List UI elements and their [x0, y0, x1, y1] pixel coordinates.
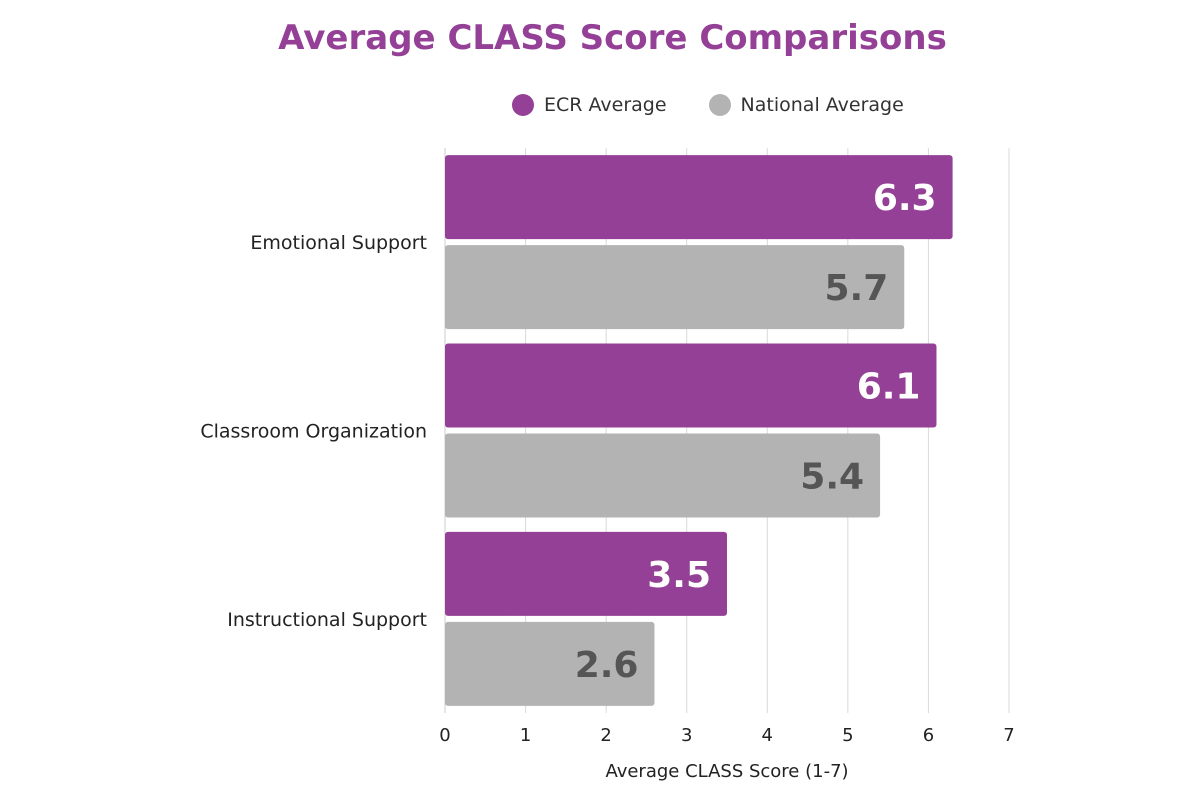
bar-ecr [445, 531, 727, 616]
data-label: 6.3 [873, 178, 937, 219]
x-tick-label: 4 [762, 725, 773, 746]
bar-national [445, 433, 881, 518]
data-label: 2.6 [575, 645, 639, 686]
chart-title: Average CLASS Score Comparisons [278, 18, 947, 58]
bar-national [445, 245, 905, 330]
bar-ecr [445, 155, 953, 240]
x-tick-label: 1 [520, 725, 531, 746]
legend-label-national: National Average [740, 94, 904, 116]
x-tick-label: 0 [439, 725, 450, 746]
x-tick-label: 3 [681, 725, 692, 746]
x-tick-label: 2 [600, 725, 611, 746]
data-label: 3.5 [647, 555, 711, 596]
data-label: 6.1 [857, 367, 921, 408]
legend-item-ecr: ECR Average [512, 94, 667, 116]
bar-ecr [445, 343, 937, 428]
grid-layer [444, 148, 1010, 713]
data-label: 5.4 [800, 457, 864, 498]
legend: ECR Average National Average [512, 94, 946, 116]
category-label: Instructional Support [227, 609, 427, 631]
bar-layer [445, 155, 953, 706]
label-layer: 0 1 2 3 4 5 6 7 Emotional Support 6.3 5.7 Classroom… [200, 178, 1014, 746]
x-tick-label: 6 [923, 725, 934, 746]
category-label: Classroom Organization [200, 421, 427, 443]
data-label: 5.7 [824, 268, 888, 309]
legend-swatch-ecr [512, 94, 534, 116]
x-tick-label: 5 [842, 725, 853, 746]
category-label: Emotional Support [250, 232, 427, 254]
legend-label-ecr: ECR Average [544, 94, 667, 116]
legend-item-national: National Average [708, 94, 904, 116]
legend-swatch-national [708, 94, 731, 116]
x-tick-label: 7 [1003, 725, 1014, 746]
x-axis-title: Average CLASS Score (1-7) [605, 761, 848, 782]
bar-national [445, 621, 655, 706]
